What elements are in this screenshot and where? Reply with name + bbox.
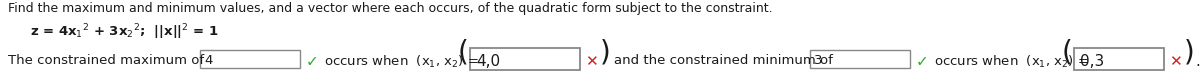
- Text: 3: 3: [814, 54, 822, 67]
- Text: occurs when  (x$_1$, x$_2$) =: occurs when (x$_1$, x$_2$) =: [934, 54, 1088, 70]
- Text: (: (: [458, 39, 469, 67]
- Text: (: (: [1062, 39, 1073, 67]
- FancyBboxPatch shape: [810, 50, 910, 68]
- Text: ): ): [600, 39, 611, 67]
- Text: 4: 4: [204, 54, 212, 67]
- Text: ✕: ✕: [586, 54, 598, 69]
- Text: occurs when  (x$_1$, x$_2$) =: occurs when (x$_1$, x$_2$) =: [324, 54, 479, 70]
- Text: ): ): [1184, 39, 1195, 67]
- Text: .: .: [1195, 54, 1200, 69]
- Text: 0,3: 0,3: [1080, 54, 1104, 69]
- Text: z = 4x$_1$$^2$ + 3x$_2$$^2$;  ||x||$^2$ = 1: z = 4x$_1$$^2$ + 3x$_2$$^2$; ||x||$^2$ =…: [30, 22, 218, 42]
- FancyBboxPatch shape: [1074, 48, 1164, 70]
- Text: The constrained maximum of: The constrained maximum of: [8, 54, 204, 67]
- FancyBboxPatch shape: [470, 48, 580, 70]
- Text: 4,0: 4,0: [476, 54, 500, 69]
- Text: ✓: ✓: [916, 54, 929, 69]
- Text: ✓: ✓: [306, 54, 319, 69]
- FancyBboxPatch shape: [200, 50, 300, 68]
- Text: Find the maximum and minimum values, and a vector where each occurs, of the quad: Find the maximum and minimum values, and…: [8, 2, 773, 15]
- Text: ✕: ✕: [1169, 54, 1182, 69]
- Text: and the constrained minimum of: and the constrained minimum of: [614, 54, 833, 67]
